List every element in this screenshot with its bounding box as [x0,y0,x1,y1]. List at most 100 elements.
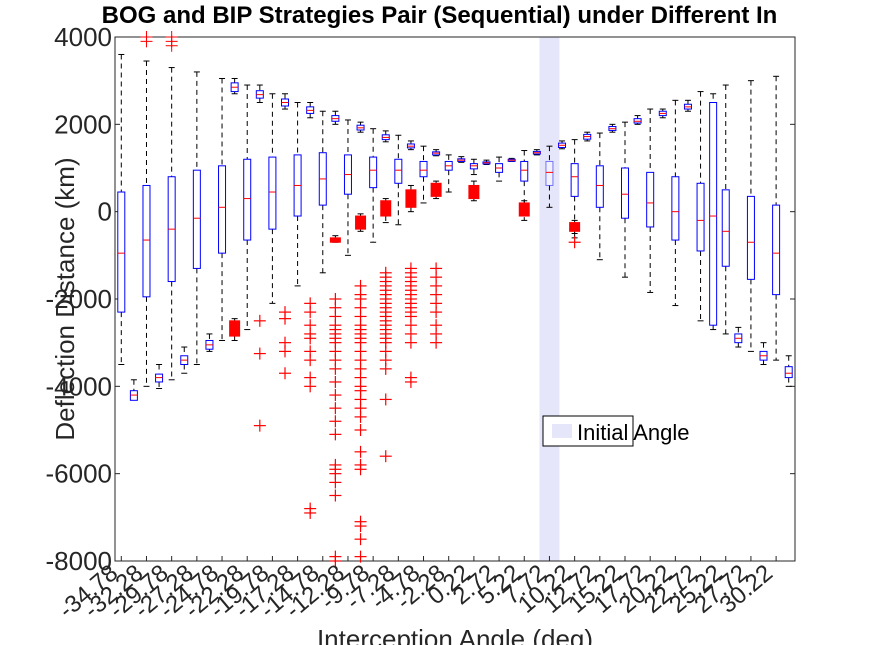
red-outlier [304,354,317,367]
initial-angle-band [539,37,560,561]
blue-box-35 [558,140,567,150]
blue-box-16 [318,110,327,274]
blue-box-20-box [369,156,378,189]
blue-box-7 [205,333,214,352]
blue-box-47 [709,93,718,331]
y-tick-label: 0 [98,197,112,227]
blue-box-10 [243,84,252,331]
red-outlier [354,424,367,436]
blue-box-6 [192,71,201,365]
blue-box-30 [495,156,504,182]
blue-box-51 [759,342,768,365]
blue-box-49 [734,326,743,348]
red-box-28 [468,180,480,202]
blue-box-36 [570,139,579,239]
red-outlier [279,312,291,325]
blue-box-2 [142,60,151,387]
red-outlier [354,445,367,458]
blue-box-42-box [646,171,655,228]
blue-box-28 [469,158,478,176]
blue-box-44 [671,99,680,307]
plot-frame [114,36,796,562]
red-outlier [404,375,417,388]
red-outlier [253,314,266,327]
blue-box-42 [646,108,655,293]
red-outlier [354,463,367,476]
blue-box-48-box [721,189,730,267]
blue-box-19 [356,121,365,133]
legend-swatch [552,424,572,438]
red-outlier [329,555,342,567]
red-outlier [404,336,417,349]
blue-box-52 [772,75,781,361]
red-outlier [304,380,317,393]
red-outlier [379,450,392,463]
blue-box-46-box [696,182,705,252]
blue-box-43 [658,108,667,119]
red-outlier [379,362,392,375]
red-box-25-box [430,182,442,197]
blue-box-36-box [570,163,579,197]
y-tick-label: 2000 [54,109,112,139]
red-outlier [354,520,367,533]
blue-box-41 [633,115,642,125]
blue-box-52-box [772,204,781,296]
red-outlier [304,506,317,519]
red-box-32 [518,200,530,217]
blue-box-25 [432,149,441,157]
red-outlier [279,367,291,380]
blue-box-0 [117,53,126,365]
red-outlier [430,336,443,349]
legend-label: Initial Angle [577,420,690,445]
blue-box-48 [721,84,730,335]
red-outlier [329,402,342,415]
chart-title: BOG and BIP Strategies Pair (Sequential)… [101,2,778,29]
blue-box-15 [306,102,315,119]
red-outlier [253,347,266,360]
red-outlier-top [140,31,153,43]
blue-box-9 [230,77,239,95]
blue-box-34 [545,145,554,208]
blue-box-24-box [419,160,428,178]
red-outlier [279,345,291,358]
blue-box-37 [583,131,592,142]
x-axis-label: Interception Angle (deg) [317,624,593,645]
blue-box-44-box [671,176,680,241]
blue-box-12 [268,93,277,304]
blue-box-12-box [268,156,277,230]
red-box-23 [405,184,417,213]
blue-box-29 [482,159,491,166]
y-tick-label: -2000 [46,284,113,314]
blue-box-21 [381,130,390,143]
red-box-19 [355,213,367,232]
blue-box-50 [746,80,755,352]
blue-box-1 [129,379,138,401]
blue-box-53 [784,355,793,387]
legend: Initial Angle [542,415,690,447]
blue-box-38-box [595,165,604,208]
red-outlier [329,389,342,402]
blue-box-23 [406,140,415,151]
blue-box-24 [419,145,428,204]
red-box-9-box [229,320,241,337]
blue-box-11 [255,84,264,103]
blue-box-0-box [117,191,126,313]
red-outlier [329,362,342,375]
blue-box-31 [507,157,516,162]
blue-box-22 [394,134,403,226]
blue-box-6-box [192,169,201,269]
blue-box-8-box [218,165,227,254]
red-outlier [329,415,342,428]
blue-box-40-box [621,167,629,219]
blue-box-13 [281,93,289,110]
blue-box-38 [595,132,604,261]
blue-box-47-box [709,102,718,326]
red-outlier [430,306,443,319]
red-outlier [354,550,367,563]
legend-box [542,415,634,447]
blue-box-39 [608,123,617,133]
red-outlier-top [165,31,178,43]
red-box-25 [430,180,442,200]
blue-box-2-box [142,184,151,298]
